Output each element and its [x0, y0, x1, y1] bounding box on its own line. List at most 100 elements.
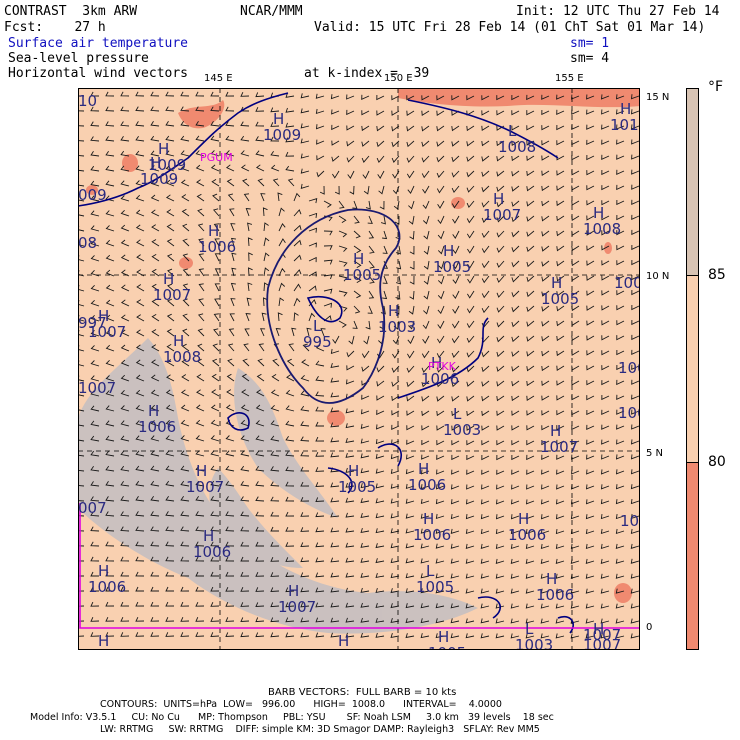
pressure-value: 1009	[263, 126, 301, 144]
pressure-value: 1007	[483, 206, 521, 224]
pressure-value: 1005	[541, 290, 579, 308]
pressure-value: 1006	[413, 526, 451, 544]
contour-info: CONTOURS: UNITS=hPa LOW= 996.00 HIGH= 10…	[100, 699, 502, 710]
pressure-center-low: L	[426, 562, 435, 580]
pressure-center-low: L	[525, 620, 534, 638]
pressure-value: 1006	[421, 370, 459, 388]
pressure-value: 1007	[583, 636, 621, 650]
pressure-center-high: H	[158, 140, 169, 158]
edge-pressure-value: 009	[78, 186, 107, 204]
pressure-center-high: H	[288, 582, 299, 600]
pressure-center-high: H	[98, 632, 109, 650]
colorbar-label-80: 80	[708, 454, 726, 470]
pressure-labels: H1009H1009H1010L1008H1009H1007H1008H1006…	[88, 100, 640, 650]
edge-pressure-value: 100	[618, 404, 640, 422]
lat-label-15n: 15 N	[646, 92, 670, 103]
pressure-center-high: H	[551, 274, 562, 292]
pressure-center-high: H	[203, 527, 214, 545]
lat-label-10n: 10 N	[646, 271, 670, 282]
edge-pressure-value: 1007	[583, 626, 621, 644]
edge-pressure-value: 08	[78, 234, 97, 252]
edge-pressure-value: 1007	[78, 379, 116, 397]
pressure-center-high: H	[353, 250, 364, 268]
model-info-2: LW: RRTMG SW: RRTMG DIFF: simple KM: 3D …	[100, 724, 540, 735]
edge-pressure-value: 007	[78, 499, 107, 517]
edge-pressure-value: 100	[618, 359, 640, 377]
pressure-center-high: H	[493, 190, 504, 208]
pressure-center-high: H	[593, 620, 604, 638]
wind-barb-field	[78, 91, 640, 639]
pressure-value: 1008	[163, 348, 201, 366]
colorbar-mid	[687, 275, 698, 463]
model-title: CONTRAST 3km ARW	[4, 4, 138, 19]
pressure-value: 1007	[186, 478, 224, 496]
pressure-center-high: H	[173, 332, 184, 350]
pressure-center-high: H	[388, 302, 399, 320]
init-time: Init: 12 UTC Thu 27 Feb 14	[516, 4, 720, 19]
pressure-contour	[266, 208, 401, 404]
pressure-value: 1008	[498, 138, 536, 156]
station-pgum: PGUM	[200, 151, 233, 164]
colorbar-top	[687, 89, 698, 275]
colorbar-label-85: 85	[708, 267, 726, 283]
pressure-center-high: H	[348, 462, 359, 480]
pressure-center-high: H	[593, 204, 604, 222]
pressure-center-low: L	[453, 405, 462, 423]
pressure-center-high: H	[148, 402, 159, 420]
lon-label-145: 145 E	[204, 73, 233, 84]
pressure-center-high: H	[273, 110, 284, 128]
lat-label-0: 0	[646, 622, 653, 633]
pressure-center-high: H	[196, 462, 207, 480]
edge-labels: 10 009 08 997 007 1007 100 100 100 100 1007	[78, 92, 640, 644]
k-index-label: at k-index = 39	[304, 66, 430, 81]
pressure-value: 1005	[416, 578, 454, 596]
pressure-value: 1006	[508, 526, 546, 544]
pressure-value: 1005	[343, 266, 381, 284]
pressure-value: 1007	[153, 286, 191, 304]
pressure-value: 1007	[88, 323, 126, 341]
pressure-center-high: H	[423, 510, 434, 528]
field-temperature: Surface air temperature	[8, 36, 189, 51]
pressure-center-low: L	[313, 317, 322, 335]
pressure-center-high: H	[418, 460, 429, 478]
pressure-value: 1006	[193, 543, 231, 561]
pressure-center-low: L	[508, 122, 517, 140]
pressure-value: 1008	[583, 220, 621, 238]
pressure-value: 1003	[378, 318, 416, 336]
field-wind: Horizontal wind vectors	[8, 66, 189, 81]
pressure-center-high: H	[338, 632, 349, 650]
center-label: NCAR/MMM	[240, 4, 303, 19]
model-info-1: Model Info: V3.5.1 CU: No Cu MP: Thompso…	[30, 712, 554, 723]
pressure-center-high: H	[620, 100, 631, 118]
cool-areas	[78, 338, 478, 634]
barb-info: BARB VECTORS: FULL BARB = 10 kts	[268, 687, 457, 698]
coastlines	[78, 92, 574, 634]
colorbar-low	[687, 463, 698, 649]
pressure-center-high: H	[550, 422, 561, 440]
pressure-center-high: H	[98, 562, 109, 580]
pressure-value: 1009	[140, 170, 178, 188]
field-pressure: Sea-level pressure	[8, 51, 149, 66]
pressure-center-high: H	[431, 354, 442, 372]
temperature-colorbar	[686, 88, 699, 650]
domain-edge	[79, 503, 640, 629]
pressure-value: 1005	[338, 478, 376, 496]
pressure-value: 1003	[515, 636, 553, 650]
pressure-center-high: H	[546, 570, 557, 588]
smoothing-1: sm= 1	[570, 36, 610, 51]
pressure-value: 1007	[540, 438, 578, 456]
hot-areas	[86, 88, 640, 603]
pressure-center-high: H	[438, 628, 449, 646]
pressure-center-high: H	[443, 242, 454, 260]
pressure-center-high: H	[150, 154, 161, 172]
lon-label-155: 155 E	[555, 73, 584, 84]
pressure-center-high: H	[98, 307, 109, 325]
valid-time: Valid: 15 UTC Fri 28 Feb 14 (01 ChT Sat …	[314, 20, 706, 35]
edge-pressure-value: 997	[78, 314, 107, 332]
pressure-value: 1009	[148, 156, 186, 174]
station-ptkk: PTKK	[428, 360, 457, 373]
lon-label-150: 150 E	[384, 73, 413, 84]
pressure-value: 1006	[88, 578, 126, 596]
smoothing-2: sm= 4	[570, 51, 610, 66]
